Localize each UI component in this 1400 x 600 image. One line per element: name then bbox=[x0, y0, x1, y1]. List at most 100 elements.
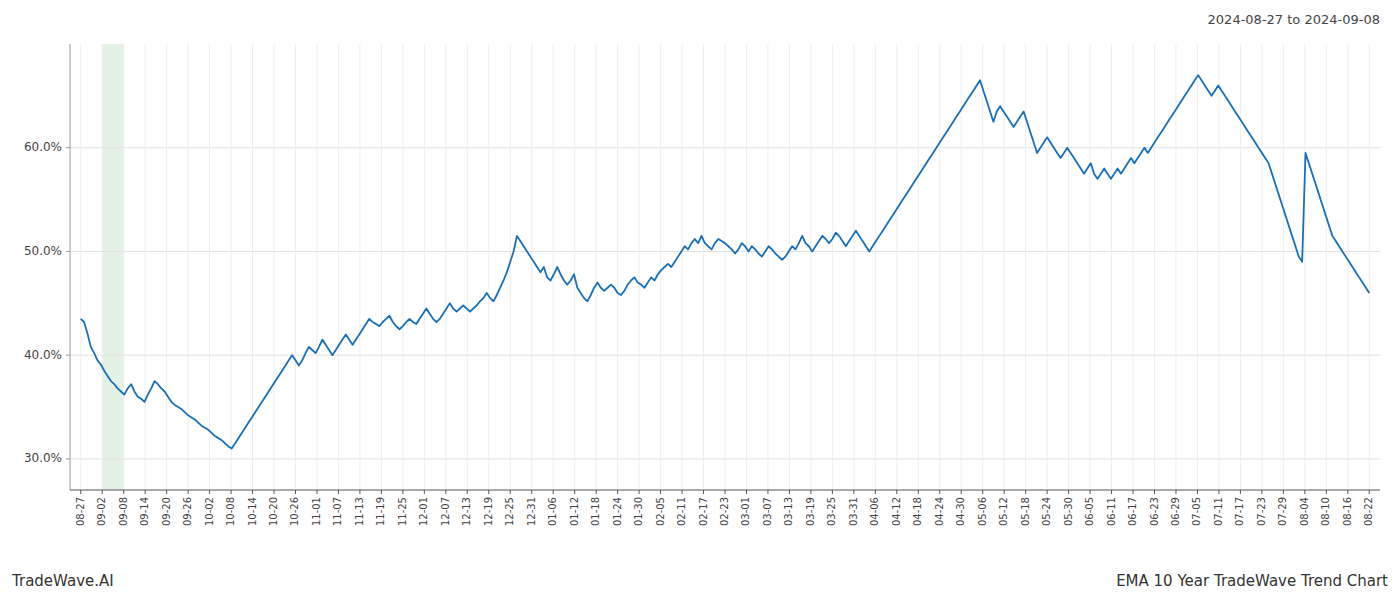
x-tick-label: 04-30 bbox=[955, 497, 966, 526]
x-grid-line bbox=[145, 44, 146, 490]
x-tick bbox=[231, 490, 232, 494]
x-tick bbox=[1111, 490, 1112, 494]
x-tick bbox=[1154, 490, 1155, 494]
x-tick bbox=[467, 490, 468, 494]
x-tick bbox=[445, 490, 446, 494]
x-tick bbox=[145, 490, 146, 494]
x-tick bbox=[918, 490, 919, 494]
x-tick-label: 07-05 bbox=[1191, 497, 1202, 526]
x-grid-line bbox=[1111, 44, 1112, 490]
x-tick bbox=[896, 490, 897, 494]
x-tick-label: 01-18 bbox=[590, 497, 601, 526]
x-tick-label: 03-01 bbox=[740, 497, 751, 526]
x-tick-label: 07-23 bbox=[1256, 497, 1267, 526]
y-tick bbox=[66, 147, 70, 148]
x-tick-label: 02-23 bbox=[719, 497, 730, 526]
x-tick-label: 08-10 bbox=[1320, 497, 1331, 526]
x-tick bbox=[1133, 490, 1134, 494]
x-grid-line bbox=[1047, 44, 1048, 490]
x-tick bbox=[853, 490, 854, 494]
x-tick bbox=[767, 490, 768, 494]
x-grid-line bbox=[1197, 44, 1198, 490]
x-tick-label: 12-25 bbox=[504, 497, 515, 526]
x-tick-label: 02-05 bbox=[655, 497, 666, 526]
x-grid-line bbox=[1154, 44, 1155, 490]
x-tick bbox=[1304, 490, 1305, 494]
x-grid-line bbox=[810, 44, 811, 490]
x-tick-label: 10-20 bbox=[268, 497, 279, 526]
x-grid-line bbox=[1369, 44, 1370, 490]
x-tick bbox=[402, 490, 403, 494]
x-grid-line bbox=[853, 44, 854, 490]
footer-annotation: TradeWave.AI bbox=[11, 572, 114, 590]
x-tick-label: 10-14 bbox=[247, 497, 258, 526]
x-tick bbox=[939, 490, 940, 494]
x-grid-line bbox=[982, 44, 983, 490]
x-tick bbox=[1218, 490, 1219, 494]
x-grid-line bbox=[359, 44, 360, 490]
x-tick bbox=[1369, 490, 1370, 494]
x-tick-label: 01-06 bbox=[547, 497, 558, 526]
x-tick-label: 07-29 bbox=[1277, 497, 1288, 526]
x-grid-line bbox=[1133, 44, 1134, 490]
x-tick-label: 09-08 bbox=[118, 497, 129, 526]
x-tick-label: 02-11 bbox=[676, 497, 687, 526]
x-grid-line bbox=[274, 44, 275, 490]
x-tick-label: 06-29 bbox=[1170, 497, 1181, 526]
y-tick-label: 40.0% bbox=[24, 348, 62, 362]
x-tick-label: 04-24 bbox=[934, 497, 945, 526]
x-grid-line bbox=[896, 44, 897, 490]
x-tick-label: 04-06 bbox=[869, 497, 880, 526]
x-grid-line bbox=[682, 44, 683, 490]
x-tick-label: 12-13 bbox=[461, 497, 472, 526]
x-grid-line bbox=[725, 44, 726, 490]
x-tick-label: 10-26 bbox=[289, 497, 300, 526]
x-grid-line bbox=[918, 44, 919, 490]
x-grid-line bbox=[1025, 44, 1026, 490]
x-tick-label: 05-24 bbox=[1041, 497, 1052, 526]
x-tick bbox=[381, 490, 382, 494]
x-grid-line bbox=[875, 44, 876, 490]
x-grid-line bbox=[789, 44, 790, 490]
x-tick bbox=[316, 490, 317, 494]
x-grid-line bbox=[252, 44, 253, 490]
x-grid-line bbox=[488, 44, 489, 490]
x-tick-label: 09-26 bbox=[182, 497, 193, 526]
y-tick-label: 50.0% bbox=[24, 244, 62, 258]
x-tick-label: 12-07 bbox=[440, 497, 451, 526]
x-tick-label: 05-12 bbox=[998, 497, 1009, 526]
x-tick-label: 03-19 bbox=[805, 497, 816, 526]
x-tick bbox=[102, 490, 103, 494]
x-grid-line bbox=[338, 44, 339, 490]
x-tick-label: 08-16 bbox=[1342, 497, 1353, 526]
x-tick-label: 07-11 bbox=[1213, 497, 1224, 526]
y-tick bbox=[66, 355, 70, 356]
x-tick-label: 08-27 bbox=[75, 497, 86, 526]
x-grid-line bbox=[1261, 44, 1262, 490]
highlight-span bbox=[102, 44, 123, 490]
x-tick bbox=[810, 490, 811, 494]
axes: 30.0%40.0%50.0%60.0%08-2709-0209-0809-14… bbox=[24, 44, 1380, 526]
x-grid-line bbox=[188, 44, 189, 490]
x-grid-line bbox=[574, 44, 575, 490]
x-tick-label: 03-25 bbox=[826, 497, 837, 526]
x-grid-line bbox=[231, 44, 232, 490]
x-tick bbox=[553, 490, 554, 494]
x-tick-label: 03-31 bbox=[848, 497, 859, 526]
x-grid-line bbox=[1068, 44, 1069, 490]
x-tick-label: 04-18 bbox=[912, 497, 923, 526]
x-tick-label: 11-19 bbox=[375, 497, 386, 526]
x-tick bbox=[961, 490, 962, 494]
x-tick bbox=[875, 490, 876, 494]
x-tick-label: 06-17 bbox=[1127, 497, 1138, 526]
x-tick bbox=[1025, 490, 1026, 494]
x-tick bbox=[510, 490, 511, 494]
y-tick bbox=[66, 251, 70, 252]
x-grid-line bbox=[832, 44, 833, 490]
x-tick bbox=[338, 490, 339, 494]
x-tick bbox=[660, 490, 661, 494]
x-tick bbox=[832, 490, 833, 494]
x-grid-line bbox=[617, 44, 618, 490]
x-grid-line bbox=[316, 44, 317, 490]
x-tick bbox=[1240, 490, 1241, 494]
